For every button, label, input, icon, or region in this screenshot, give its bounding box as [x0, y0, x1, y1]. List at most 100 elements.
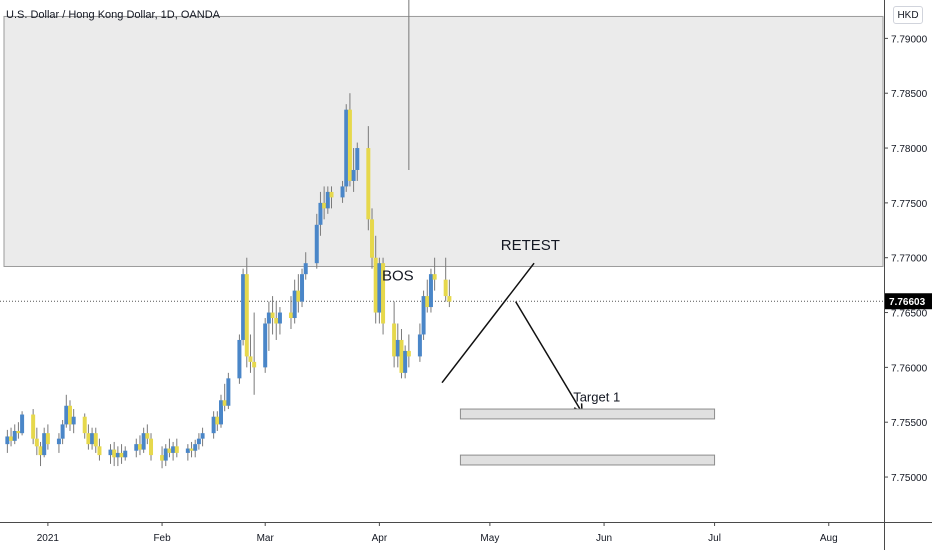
candle-body — [90, 433, 95, 445]
price-axis[interactable] — [884, 0, 932, 550]
candle-body — [211, 416, 216, 434]
candle-body — [34, 438, 39, 447]
target-box-1 — [459, 408, 716, 420]
candle-body — [97, 446, 102, 456]
currency-button[interactable]: HKD — [893, 6, 923, 24]
candle-body — [141, 433, 146, 450]
candle-body — [270, 312, 275, 319]
candle-body — [115, 452, 120, 458]
candle-body — [303, 263, 308, 275]
candle-body — [428, 274, 433, 308]
candle-body — [296, 290, 301, 302]
candle-body — [82, 416, 87, 434]
candle-body — [226, 378, 231, 406]
candle-body — [318, 202, 323, 225]
y-tick-label: 7.76000 — [891, 363, 928, 374]
candle-body — [288, 312, 293, 319]
candle-body — [196, 438, 201, 445]
annotation-label: BOS — [382, 268, 414, 285]
candle-body — [266, 312, 271, 324]
candle-body — [31, 414, 36, 439]
candle-body — [355, 148, 360, 170]
candle-body — [292, 290, 297, 319]
candle-body — [406, 350, 411, 357]
price-tag-label: 7.76603 — [889, 297, 926, 308]
candle-body — [215, 416, 220, 425]
candle-body — [432, 274, 437, 280]
candle-body — [119, 452, 124, 458]
chart-title: U.S. Dollar / Hong Kong Dollar, 1D, OAND… — [6, 9, 220, 21]
candle-body — [443, 279, 448, 297]
candle-body — [252, 361, 257, 368]
candle-body — [45, 433, 50, 445]
candle-body — [322, 202, 327, 209]
candle-body — [145, 433, 150, 439]
candle-body — [244, 274, 249, 357]
candle-body — [134, 444, 139, 451]
candle-body — [189, 448, 194, 451]
candle-body — [174, 446, 179, 453]
y-tick-label: 7.78000 — [891, 144, 928, 155]
candle-body — [64, 405, 69, 425]
candle-body — [12, 430, 17, 441]
y-tick-label: 7.77000 — [891, 254, 928, 265]
candle-body — [340, 186, 345, 198]
candle-body — [399, 339, 404, 373]
candle-body — [274, 318, 279, 324]
candle-body — [193, 444, 198, 451]
candle-body — [325, 191, 330, 209]
candle-body — [56, 438, 61, 445]
candle-body — [42, 433, 47, 456]
candle-body — [112, 449, 117, 458]
x-tick-label: Jun — [596, 533, 612, 544]
candle-body — [344, 109, 349, 187]
target-box-2 — [459, 454, 716, 466]
candle-body — [108, 449, 113, 456]
y-tick-label: 7.75000 — [891, 473, 928, 484]
candle-body — [300, 274, 305, 302]
candle-body — [5, 436, 10, 445]
x-tick-label: May — [480, 533, 499, 544]
candle-body — [392, 323, 397, 357]
candle-body — [167, 448, 172, 453]
x-tick-label: Mar — [257, 533, 275, 544]
candle-body — [381, 263, 386, 324]
candle-body — [241, 274, 246, 340]
x-tick-label: Jul — [708, 533, 721, 544]
candle-body — [222, 400, 227, 406]
candle-body — [71, 416, 76, 425]
candle-body — [86, 433, 91, 445]
candle-body — [20, 414, 25, 434]
candle-body — [277, 312, 282, 324]
candle-body — [248, 356, 253, 362]
y-tick-label: 7.78500 — [891, 89, 928, 100]
candle-body — [370, 219, 375, 258]
candle-body — [329, 191, 334, 198]
x-tick-label: 2021 — [37, 533, 60, 544]
price-tag — [885, 293, 932, 310]
candle-body — [171, 446, 176, 453]
candle-body — [395, 339, 400, 357]
candle-body — [421, 296, 426, 335]
y-tick-label: 7.75500 — [891, 418, 928, 429]
candle-body — [38, 446, 43, 456]
trendline — [441, 262, 535, 384]
y-tick-label: 7.77500 — [891, 199, 928, 210]
candle-body — [373, 257, 378, 313]
candle-body — [447, 296, 452, 302]
candle-body — [351, 169, 356, 181]
candle-body — [149, 438, 154, 456]
candle-body — [93, 433, 98, 447]
candle-body — [219, 400, 223, 425]
candle-body — [9, 436, 14, 441]
projection-arrow — [515, 301, 583, 413]
candle-body — [314, 224, 319, 264]
y-tick-label: 7.79000 — [891, 34, 928, 45]
candle-body — [377, 263, 382, 313]
x-tick-label: Feb — [153, 533, 171, 544]
candle-body — [123, 450, 128, 458]
candle-body — [185, 448, 190, 453]
candle-body — [347, 109, 352, 181]
